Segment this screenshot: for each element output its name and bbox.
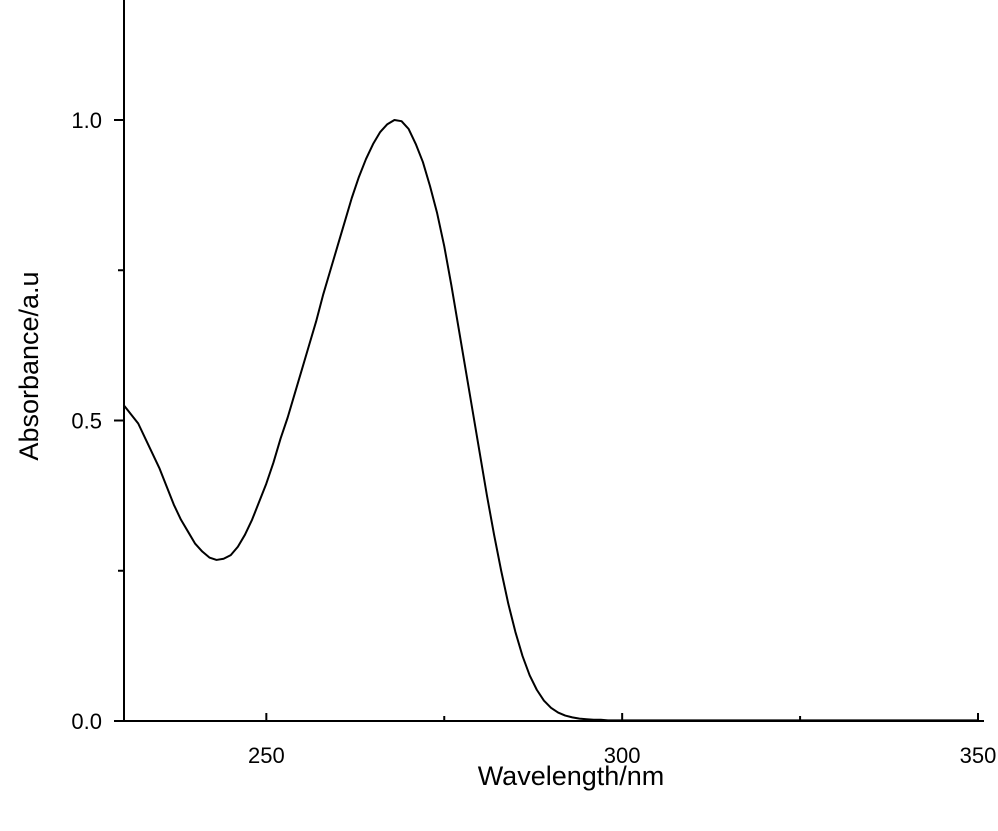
series-line-0 bbox=[123, 119, 979, 722]
y-tick-label: 0.0 bbox=[71, 709, 102, 734]
y-tick-label: 0.5 bbox=[71, 409, 102, 434]
x-axis-title: Wavelength/nm bbox=[478, 761, 665, 791]
series-layer bbox=[123, 119, 979, 722]
y-axis-title: Absorbance/a.u bbox=[14, 271, 44, 460]
x-tick-label: 350 bbox=[960, 743, 997, 768]
y-tick-label: 1.0 bbox=[71, 108, 102, 133]
x-tick-label: 300 bbox=[604, 743, 641, 768]
x-tick-label: 250 bbox=[248, 743, 285, 768]
axes: 250 300 350 0.0 0.5 1.0 bbox=[71, 0, 996, 768]
